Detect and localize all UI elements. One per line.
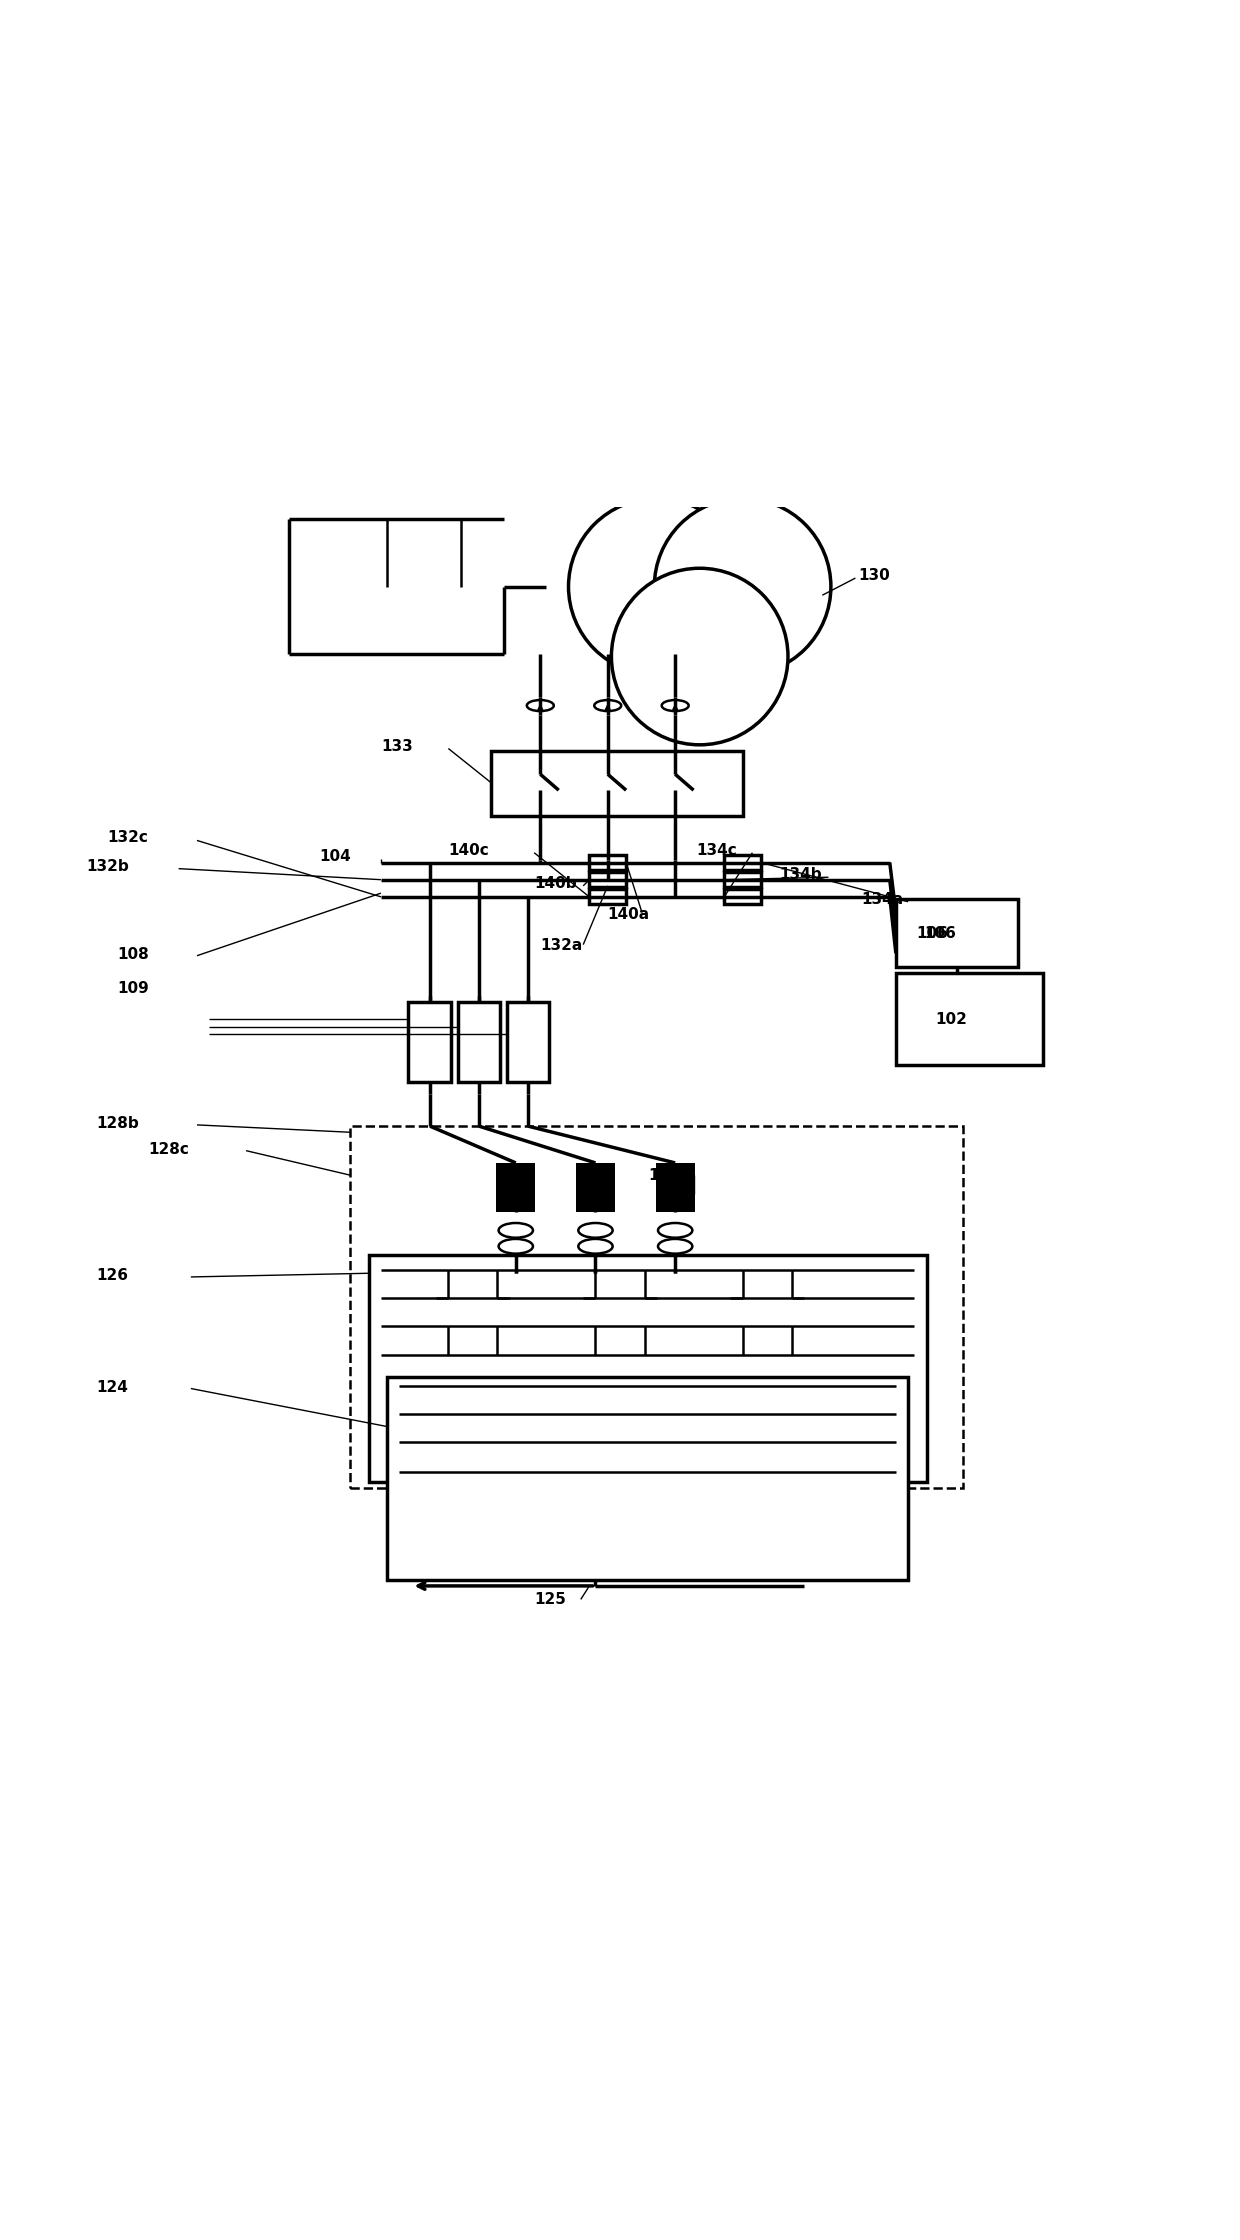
Text: 125: 125 <box>534 1593 565 1606</box>
Text: 134c: 134c <box>696 842 737 858</box>
Bar <box>895 972 1043 1064</box>
Text: 126: 126 <box>97 1268 129 1284</box>
Text: 102: 102 <box>935 1012 967 1026</box>
Bar <box>589 856 626 869</box>
Circle shape <box>611 569 787 746</box>
Bar <box>458 1001 501 1082</box>
Ellipse shape <box>527 701 554 710</box>
Text: 140a: 140a <box>608 907 650 921</box>
Bar <box>724 889 761 905</box>
Text: 128a: 128a <box>649 1167 691 1183</box>
Bar <box>507 1001 549 1082</box>
Ellipse shape <box>662 701 688 710</box>
Text: 128b: 128b <box>97 1116 139 1131</box>
Circle shape <box>568 497 745 674</box>
Text: 130: 130 <box>858 569 889 582</box>
Text: 109: 109 <box>118 981 149 997</box>
Bar <box>496 1163 536 1212</box>
Ellipse shape <box>498 1223 533 1239</box>
Ellipse shape <box>498 1239 533 1254</box>
Text: 132a: 132a <box>541 939 583 954</box>
Bar <box>350 1127 963 1487</box>
Bar <box>589 889 626 905</box>
Bar <box>724 856 761 869</box>
Ellipse shape <box>578 1223 613 1239</box>
Bar <box>656 1163 694 1212</box>
Bar <box>895 898 1018 968</box>
Ellipse shape <box>658 1223 692 1239</box>
Text: 133: 133 <box>381 739 413 753</box>
Bar <box>368 1254 926 1481</box>
Ellipse shape <box>658 1239 692 1254</box>
Bar <box>387 1378 908 1579</box>
Text: 106: 106 <box>916 925 949 941</box>
Text: 108: 108 <box>118 948 149 961</box>
Bar <box>408 1001 451 1082</box>
Text: 140c: 140c <box>449 842 489 858</box>
Ellipse shape <box>578 1239 613 1254</box>
Text: 140b: 140b <box>534 876 577 892</box>
Text: 106: 106 <box>924 925 956 941</box>
Text: 124: 124 <box>97 1380 128 1396</box>
Text: 132c: 132c <box>108 831 149 844</box>
Text: 104: 104 <box>320 849 351 865</box>
Bar <box>589 871 626 887</box>
Bar <box>575 1163 615 1212</box>
Bar <box>491 750 743 815</box>
Text: 128c: 128c <box>148 1142 188 1156</box>
Text: 134a: 134a <box>862 892 904 907</box>
Ellipse shape <box>594 701 621 710</box>
Bar <box>724 871 761 887</box>
Text: 132b: 132b <box>87 858 129 874</box>
Circle shape <box>655 497 831 674</box>
Text: 134b: 134b <box>780 867 822 883</box>
